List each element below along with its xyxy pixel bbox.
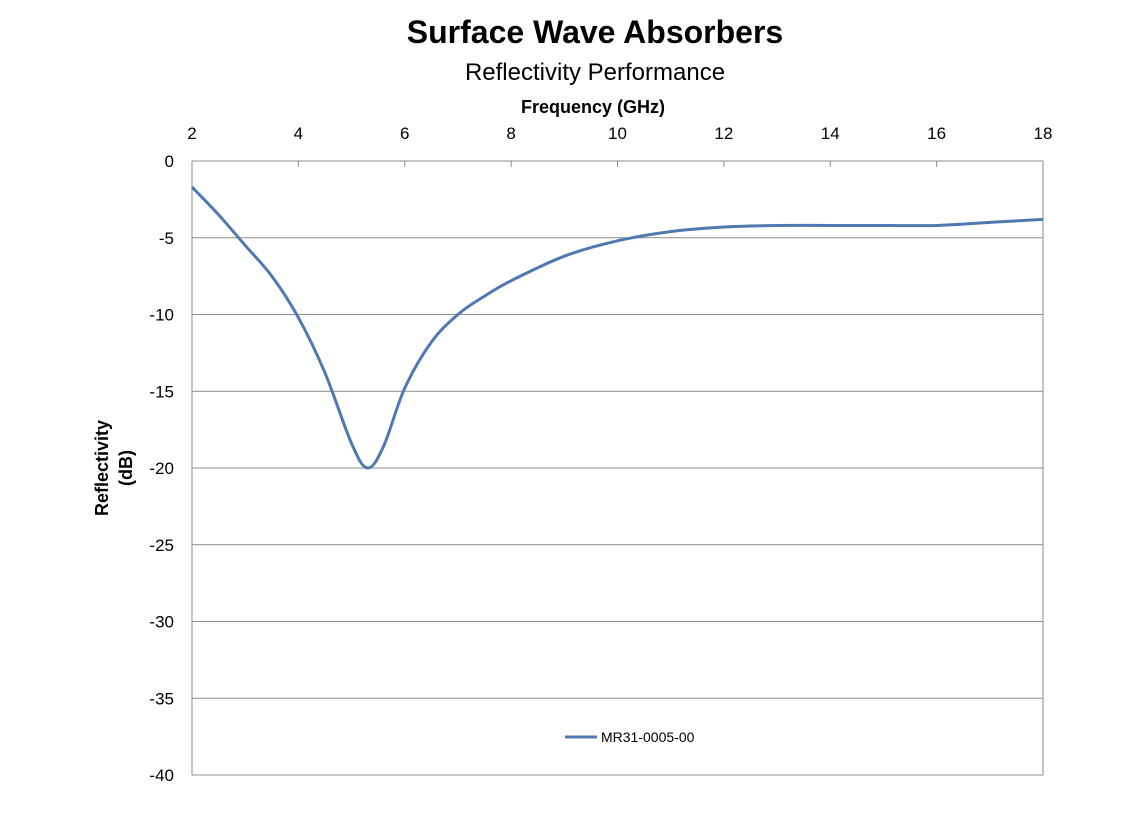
x-tick-label-3: 8 [506,124,515,143]
x-tick-label-8: 18 [1034,124,1053,143]
y-axis-title: Reflectivity (dB) [92,420,136,516]
y-tick-labels: 0 -5 -10 -15 -20 -25 -30 -35 -40 [149,152,174,785]
x-tick-labels: 2 4 6 8 10 12 14 16 18 [187,124,1052,143]
series-line-0 [190,186,1044,470]
y-tick-label-6: -30 [149,613,174,632]
chart-title: Surface Wave Absorbers [407,14,783,50]
gridlines [192,160,1043,699]
x-tick-label-2: 6 [400,124,409,143]
y-tick-label-2: -10 [149,306,174,325]
x-axis-title: Frequency (GHz) [521,97,665,117]
x-tick-label-0: 2 [187,124,196,143]
x-tick-label-4: 10 [608,124,627,143]
chart-subtitle: Reflectivity Performance [465,59,725,86]
y-tick-label-8: -40 [149,766,174,785]
y-tick-label-7: -35 [149,689,174,708]
y-axis-title-line1: Reflectivity [92,420,112,516]
x-tick-label-6: 14 [821,124,840,143]
y-tick-label-1: -5 [159,229,174,248]
series-layer [190,186,1044,470]
x-tick-label-7: 16 [927,124,946,143]
y-tick-label-3: -15 [149,382,174,401]
legend: MR31-0005-00 [565,729,695,745]
y-tick-label-0: 0 [165,152,174,171]
y-axis-title-line2: (dB) [116,450,136,486]
legend-label: MR31-0005-00 [601,729,695,745]
y-tick-label-5: -25 [149,536,174,555]
x-tick-label-1: 4 [294,124,303,143]
axes [191,161,1044,776]
x-tick-label-5: 12 [714,124,733,143]
y-tick-label-4: -20 [149,459,174,478]
